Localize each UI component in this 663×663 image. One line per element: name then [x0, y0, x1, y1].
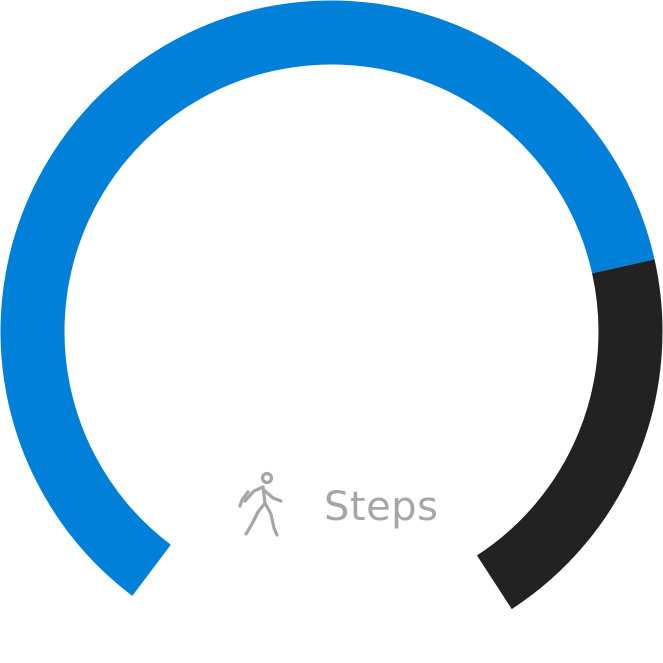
gauge-progress-arc	[0, 0, 655, 596]
steps-label: Steps	[324, 484, 439, 530]
gauge-remaining-arc	[476, 259, 663, 610]
walking-person-icon	[238, 471, 283, 537]
gauge-label: Steps	[232, 468, 438, 544]
